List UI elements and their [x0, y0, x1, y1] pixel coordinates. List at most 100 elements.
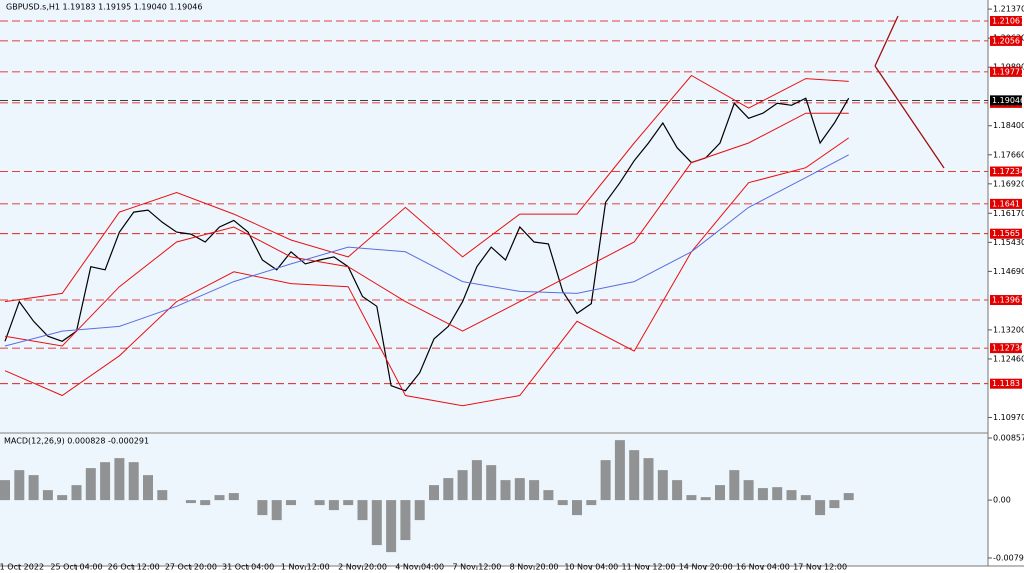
level-label: 1.19771	[992, 67, 1024, 76]
bar	[800, 495, 811, 501]
bar	[715, 485, 725, 501]
bar	[71, 485, 82, 501]
y-tick-label: 0.00	[993, 496, 1011, 505]
bar	[128, 462, 139, 501]
bar	[14, 470, 25, 501]
price-line	[4, 97, 850, 392]
x-tick-label: 21 Oct 2022	[0, 563, 44, 572]
indicator-line	[4, 112, 849, 347]
bar	[271, 500, 282, 521]
bar	[457, 470, 468, 501]
indicator-line	[4, 154, 849, 347]
bar	[157, 490, 168, 501]
level-label: 1.1565	[992, 229, 1020, 238]
bar	[371, 500, 382, 546]
level-label-bg	[990, 35, 1022, 46]
level-label: 1.12736	[992, 344, 1024, 353]
bar	[543, 490, 554, 501]
y-tick-label: 1.13200	[993, 325, 1024, 334]
bar	[0, 480, 10, 501]
level-label: 1.13961	[992, 296, 1024, 305]
y-tick-label: 0.008572	[993, 434, 1024, 443]
bar	[629, 450, 640, 501]
bar	[42, 490, 53, 501]
bar	[772, 487, 783, 501]
level-label-bg	[990, 295, 1022, 306]
bar	[829, 500, 840, 509]
bar	[200, 500, 211, 506]
bar	[743, 480, 754, 501]
y-tick-label: -0.007991	[993, 553, 1024, 562]
x-tick-label: 10 Nov 04:00	[564, 563, 618, 572]
bar	[314, 500, 325, 506]
bar	[100, 462, 111, 501]
bar	[228, 493, 239, 501]
bar	[643, 458, 654, 501]
x-tick-label: 4 Nov 04:00	[395, 563, 444, 572]
chart-title: GBPUSD.s,H1 1.19183 1.19195 1.19040 1.19…	[6, 3, 202, 12]
x-tick-label: 26 Oct 12:00	[108, 563, 160, 572]
y-tick-label: 1.17660	[993, 150, 1024, 159]
bar	[471, 460, 482, 501]
bar	[843, 493, 854, 501]
level-label: 1.21067	[992, 17, 1024, 26]
y-tick-label: 1.14690	[993, 267, 1024, 276]
bar	[686, 495, 697, 501]
bar	[486, 465, 497, 501]
y-tick-label: 1.16920	[993, 179, 1024, 188]
bar	[729, 470, 740, 501]
level-label: 1.1641	[992, 199, 1020, 208]
x-tick-label: 31 Oct 04:00	[222, 563, 274, 572]
level-label: 1.17234	[992, 167, 1024, 176]
bar	[286, 500, 296, 506]
level-label: 1.1183	[992, 379, 1020, 388]
level-label: 1.2056	[992, 36, 1020, 45]
price-panel	[0, 0, 988, 432]
level-label: 1.19046	[992, 96, 1024, 105]
bar	[657, 470, 668, 501]
x-tick-label: 11 Nov 12:00	[622, 563, 676, 572]
y-tick-label: 1.18400	[993, 121, 1024, 130]
bar	[386, 500, 397, 553]
bar	[85, 468, 96, 501]
bar	[328, 500, 339, 511]
arrows	[874, 15, 945, 169]
bar	[586, 500, 597, 506]
bar	[443, 478, 454, 501]
level-label-bg	[990, 66, 1022, 77]
level-label-bg	[990, 166, 1022, 177]
y-tick-label: 1.15430	[993, 238, 1024, 247]
y-tick-label: 1.10970	[993, 413, 1024, 422]
level-label-bg	[990, 16, 1022, 27]
bar	[672, 480, 683, 501]
x-tick-label: 14 Nov 20:00	[679, 563, 733, 572]
x-tick-label: 27 Oct 20:00	[165, 563, 217, 572]
level-label-bg	[990, 95, 1022, 106]
bar	[786, 490, 797, 501]
level-label-bg	[990, 343, 1022, 354]
x-tick-label: 1 Nov 12:00	[281, 563, 330, 572]
bar	[500, 480, 511, 501]
indicator-line	[4, 74, 849, 303]
bar	[143, 475, 153, 501]
bar	[614, 440, 625, 501]
bar	[700, 497, 711, 501]
bar	[600, 460, 611, 501]
level-label-bg	[990, 378, 1022, 389]
bar	[514, 478, 525, 501]
x-tick-label: 7 Nov 12:00	[452, 563, 501, 572]
bar	[57, 495, 68, 501]
bar	[214, 495, 225, 501]
y-tick-label: 1.16170	[993, 209, 1024, 218]
bar	[28, 475, 39, 501]
bar	[557, 500, 568, 506]
x-tick-label: 25 Oct 04:00	[50, 563, 102, 572]
bar	[815, 500, 826, 516]
bar	[257, 500, 268, 516]
y-tick-label: 1.21370	[993, 5, 1024, 14]
bar	[757, 488, 768, 501]
indicator-line	[4, 137, 849, 407]
y-tick-label: 1.12460	[993, 354, 1024, 363]
bar	[429, 485, 439, 501]
